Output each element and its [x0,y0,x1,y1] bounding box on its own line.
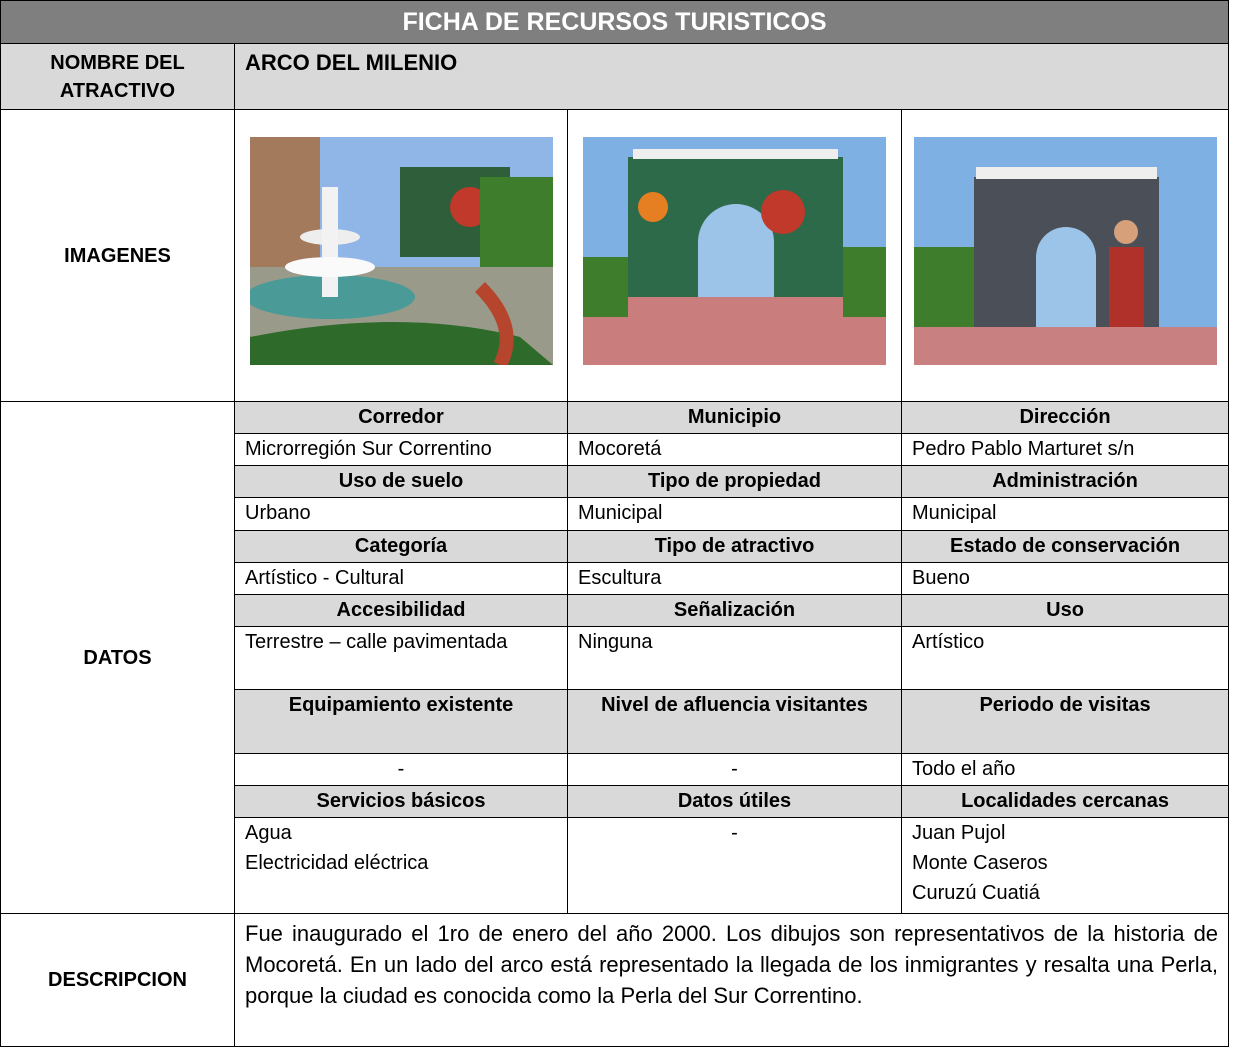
value-row: Terrestre – calle pavimentada Ninguna Artí… [1,626,1230,690]
header-row: Uso de suelo Tipo de propiedad Administrac… [1,465,1230,498]
value-row: Artístico - Cultural Escultura Bueno [1,562,1230,595]
field-header: Tipo de atractivo [567,530,902,563]
field-value: Terrestre – calle pavimentada [234,626,568,690]
images-label: IMAGENES [0,109,235,402]
field-value: Ninguna [567,626,902,690]
description-text: Fue inaugurado el 1ro de enero del año 2… [233,913,1230,1047]
field-header: Dirección [900,401,1230,434]
field-value: - [234,753,568,786]
value-line: Juan Pujol [912,822,1006,844]
field-header: Uso de suelo [234,465,568,498]
field-value: Agua Electricidad eléctrica [234,817,568,914]
field-value: Bueno [900,562,1230,595]
photo [583,137,886,365]
field-value: Escultura [567,562,902,595]
field-header: Estado de conservación [900,530,1230,563]
header-row: DATOS Corredor Municipio Dirección [0,401,1230,914]
field-value: Artístico [900,626,1230,690]
field-value: Municipal [900,497,1230,531]
value-row: Agua Electricidad eléctrica - Juan Pujol Mon… [1,817,1230,914]
field-value: Artístico - Cultural [234,562,568,595]
title: FICHA DE RECURSOS TURISTICOS [0,0,1230,44]
field-header: Municipio [567,401,902,434]
value-row: - - Todo el año [1,753,1230,786]
field-value: Todo el año [900,753,1230,786]
image-cell [900,109,1230,402]
image-cell [567,109,902,402]
field-header: Uso [900,594,1230,627]
value-line: Monte Caseros [912,852,1048,874]
field-header: Accesibilidad [234,594,568,627]
field-header: Tipo de propiedad [567,465,902,498]
header-row: Categoría Tipo de atractivo Estado de cons… [1,530,1230,563]
field-header: Administración [900,465,1230,498]
field-header: Localidades cercanas [900,785,1230,818]
field-header: Servicios básicos [234,785,568,818]
field-value: Pedro Pablo Marturet s/n [900,433,1230,466]
name-value: ARCO DEL MILENIO [233,43,1230,110]
datos-label: DATOS [0,401,235,914]
description-row: DESCRIPCION Fue inaugurado el 1ro de ener… [0,913,1230,1047]
image-cell [234,109,568,402]
field-header: Periodo de visitas [900,689,1230,754]
photo [913,137,1217,365]
value-row: Urbano Municipal Municipal [1,497,1230,531]
field-header: Equipamiento existente [234,689,568,754]
field-value: Urbano [234,497,568,531]
field-value: Microrregión Sur Correntino [234,433,568,466]
field-header: Datos útiles [567,785,902,818]
value-line: - [731,822,738,844]
field-header: Corredor [234,401,568,434]
field-header: Categoría [234,530,568,563]
field-header: Nivel de afluencia visitantes [567,689,902,754]
name-label: NOMBRE DEL ATRACTIVO [0,43,235,110]
field-value: Juan Pujol Monte Caseros Curuzú Cuatiá [900,817,1230,914]
field-value: Mocoretá [567,433,902,466]
value-line: Electricidad eléctrica [245,852,429,874]
value-line: Agua [245,822,292,844]
header-row: Equipamiento existente Nivel de afluencia… [1,689,1230,754]
photo [244,137,553,369]
field-value: - [567,753,902,786]
field-value: - [567,817,902,914]
value-line: Curuzú Cuatiá [912,882,1040,904]
description-label: DESCRIPCION [0,913,235,1047]
field-value: Municipal [567,497,902,531]
header-row: Servicios básicos Datos útiles Localidades… [1,785,1230,818]
field-header: Señalización [567,594,902,627]
